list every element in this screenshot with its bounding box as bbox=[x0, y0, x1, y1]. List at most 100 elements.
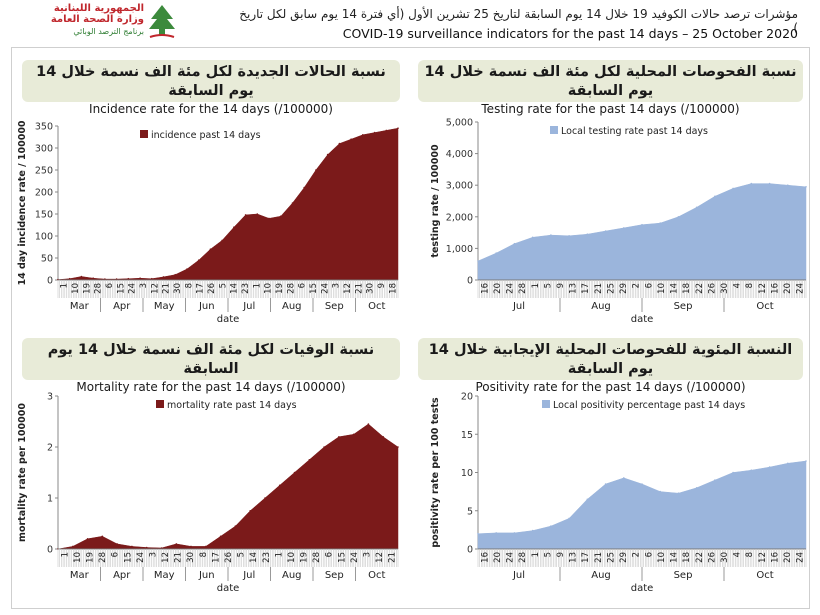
positivity-x-tick-label: 4 bbox=[733, 552, 743, 557]
positivity-data-point bbox=[750, 469, 753, 471]
testing-legend-label: Local testing rate past 14 days bbox=[561, 126, 708, 137]
incidence-x-tick-label: 30 bbox=[366, 283, 376, 294]
mortality-data-point bbox=[352, 433, 355, 436]
positivity-legend-swatch bbox=[542, 400, 550, 408]
positivity-y-tick-label: 0 bbox=[467, 545, 473, 556]
positivity-data-point bbox=[787, 462, 789, 465]
incidence-x-tick-label: 6 bbox=[298, 283, 308, 288]
testing-title-english: Testing rate for the past 14 days (/1000… bbox=[481, 102, 740, 116]
mortality-x-tick-label: 5 bbox=[237, 552, 247, 557]
positivity-data-point bbox=[805, 460, 807, 462]
testing-month-label: Oct bbox=[756, 301, 773, 312]
testing-x-tick-label: 16 bbox=[480, 283, 490, 294]
incidence-x-tick-label: 18 bbox=[388, 283, 398, 294]
ministry-logo: الجمهورية اللبنانية وزارة الصحة العامة ب… bbox=[22, 3, 175, 43]
header-title-arabic: مؤشرات ترصد حالات الكوفيد 19 خلال 14 يوم… bbox=[239, 7, 798, 35]
incidence-x-tick-label: 19 bbox=[82, 283, 92, 294]
mortality-x-tick-label: 28 bbox=[98, 552, 108, 563]
testing-data-point bbox=[477, 260, 479, 262]
header-title-english: COVID-19 surveillance indicators for the… bbox=[342, 26, 798, 41]
incidence-x-tick-label: 5 bbox=[218, 283, 228, 288]
incidence-y-tick-label: 150 bbox=[35, 210, 53, 221]
positivity-x-tick-label: 2 bbox=[632, 552, 642, 557]
mortality-x-tick-label: 24 bbox=[350, 552, 360, 563]
positivity-legend-label: Local positivity percentage past 14 days bbox=[553, 400, 745, 411]
testing-data-point bbox=[513, 242, 516, 245]
mortality-x-tick-label: 23 bbox=[262, 552, 272, 563]
mortality-month-label: Mar bbox=[70, 570, 90, 581]
incidence-title: نسبة الحالات الجديدة لكل مئة الف نسمة خل… bbox=[22, 60, 400, 116]
mortality-data-point bbox=[101, 535, 104, 538]
testing-legend-swatch bbox=[550, 126, 558, 134]
incidence-y-tick-label: 200 bbox=[35, 188, 53, 199]
incidence-y-tick-label: 300 bbox=[35, 144, 53, 155]
testing-y-tick-label: 3,000 bbox=[446, 181, 473, 192]
mortality-month-label: Aug bbox=[282, 570, 302, 581]
mortality-month-label: Jun bbox=[198, 570, 215, 581]
mortality-data-point bbox=[145, 546, 148, 549]
positivity-x-tick-label: 22 bbox=[695, 552, 705, 563]
positivity-data-point bbox=[677, 492, 680, 494]
testing-x-tick-label: 25 bbox=[606, 283, 616, 294]
positivity-x-tick-label: 16 bbox=[480, 552, 490, 563]
mortality-x-tick-label: 10 bbox=[73, 552, 83, 563]
mortality-month-label: Oct bbox=[368, 570, 385, 581]
mortality-x-tick-label: 19 bbox=[300, 552, 310, 563]
incidence-data-point bbox=[326, 153, 329, 156]
incidence-x-tick-label: 19 bbox=[275, 283, 285, 294]
mortality-y-tick-label: 2 bbox=[47, 443, 53, 454]
testing-x-axis-label: date bbox=[631, 314, 654, 325]
testing-x-tick-label: 22 bbox=[695, 283, 705, 294]
positivity-x-tick-label: 30 bbox=[720, 552, 730, 563]
incidence-data-point bbox=[256, 213, 259, 215]
testing-x-tick-label: 29 bbox=[619, 283, 629, 294]
testing-x-tick-label: 16 bbox=[770, 283, 780, 294]
incidence-x-tick-label: 9 bbox=[377, 283, 387, 288]
incidence-x-tick-label: 8 bbox=[184, 283, 194, 288]
mortality-data-point bbox=[234, 525, 237, 527]
mortality-x-tick-label: 19 bbox=[85, 552, 95, 563]
mortality-x-tick-label: 21 bbox=[388, 552, 398, 563]
incidence-data-point bbox=[397, 127, 399, 129]
incidence-x-tick-label: 24 bbox=[128, 283, 138, 294]
positivity-x-tick-label: 25 bbox=[606, 552, 616, 563]
positivity-data-point bbox=[604, 483, 607, 485]
incidence-month-label: Apr bbox=[113, 301, 131, 312]
positivity-data-point bbox=[477, 532, 479, 535]
mortality-x-tick-label: 8 bbox=[199, 552, 209, 557]
incidence-data-point bbox=[385, 129, 388, 132]
incidence-data-point bbox=[92, 277, 94, 279]
positivity-data-point bbox=[568, 517, 570, 520]
testing-x-tick-label: 2 bbox=[632, 283, 642, 288]
incidence-data-point bbox=[68, 277, 71, 280]
positivity-data-point bbox=[714, 479, 716, 481]
testing-x-tick-label: 17 bbox=[581, 283, 591, 294]
incidence-x-tick-label: 1 bbox=[60, 283, 70, 288]
incidence-data-point bbox=[373, 131, 376, 134]
incidence-x-tick-label: 23 bbox=[241, 283, 251, 294]
mortality-x-tick-label: 17 bbox=[211, 552, 221, 563]
positivity-title: النسبة المئوية للفحوصات المحلية الإيجابي… bbox=[418, 338, 803, 394]
positivity-data-point bbox=[531, 529, 534, 532]
mortality-data-point bbox=[308, 459, 311, 461]
incidence-data-point bbox=[221, 239, 223, 242]
incidence-data-point bbox=[233, 226, 235, 228]
testing-month-label: Aug bbox=[591, 301, 611, 312]
incidence-x-tick-label: 12 bbox=[150, 283, 160, 294]
testing-x-tick-label: 10 bbox=[657, 283, 667, 294]
incidence-data-point bbox=[315, 169, 317, 171]
mortality-title-english: Mortality rate for the past 14 days (/10… bbox=[76, 380, 346, 394]
mortality-y-tick-label: 0 bbox=[47, 545, 53, 556]
positivity-data-point bbox=[641, 483, 643, 485]
testing-x-tick-label: 4 bbox=[733, 283, 743, 288]
mortality-x-tick-label: 3 bbox=[363, 552, 373, 557]
incidence-x-tick-label: 3 bbox=[332, 283, 342, 288]
incidence-x-tick-label: 6 bbox=[105, 283, 115, 288]
incidence-month-label: May bbox=[154, 301, 175, 312]
mortality-legend-swatch bbox=[156, 400, 164, 408]
incidence-data-point bbox=[280, 215, 282, 217]
testing-data-point bbox=[531, 236, 534, 239]
incidence-x-tick-label: 21 bbox=[162, 283, 172, 294]
incidence-title-english: Incidence rate for the 14 days (/100000) bbox=[89, 102, 333, 116]
